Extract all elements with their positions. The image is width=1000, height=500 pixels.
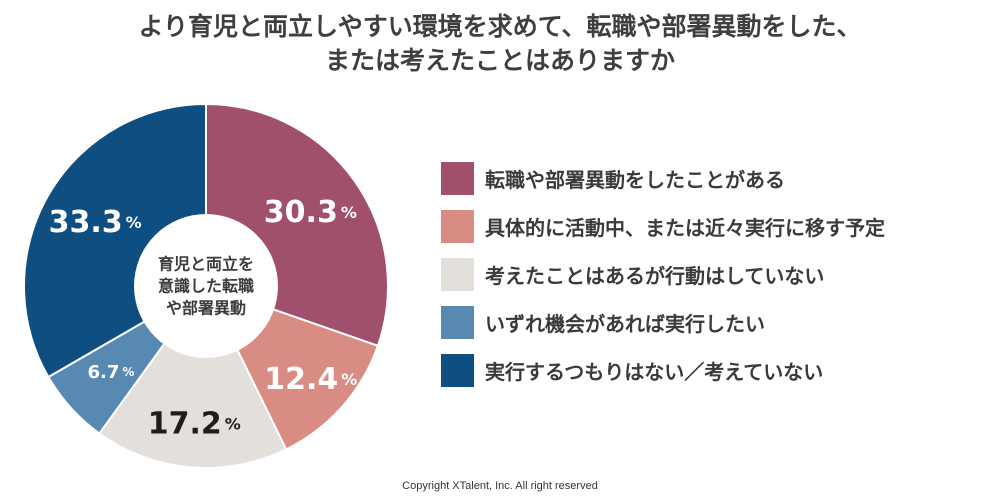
slice-value-label-5: 33.3% bbox=[49, 205, 142, 240]
legend-item-3: 考えたことはあるが行動はしていない bbox=[441, 258, 991, 291]
chart-title: より育児と両立しやすい環境を求めて、転職や部署異動をした、 または考えたことはあ… bbox=[0, 10, 1000, 78]
legend-swatch-4 bbox=[441, 306, 474, 339]
legend-swatch-1 bbox=[441, 162, 474, 195]
chart-title-line-1: より育児と両立しやすい環境を求めて、転職や部署異動をした、 bbox=[138, 12, 862, 41]
legend-swatch-3 bbox=[441, 258, 474, 291]
legend-label-5: 実行するつもりはない／考えていない bbox=[485, 360, 824, 384]
legend-swatch-5 bbox=[441, 354, 474, 387]
chart-title-line-2: または考えたことはありますか bbox=[324, 46, 675, 75]
legend-item-2: 具体的に活動中、または近々実行に移す予定 bbox=[441, 210, 991, 243]
donut-hole bbox=[134, 214, 278, 358]
pie-slice-3 bbox=[97, 284, 288, 469]
legend-label-2: 具体的に活動中、または近々実行に移す予定 bbox=[485, 216, 885, 240]
copyright-footer: Copyright XTalent, Inc. All right reserv… bbox=[402, 480, 598, 492]
legend-item-1: 転職や部署異動をしたことがある bbox=[441, 162, 991, 195]
slice-value-label-4: 6.7% bbox=[88, 361, 135, 382]
slice-value-label-2: 12.4% bbox=[264, 361, 357, 396]
center-label-line-3: や部署異動 bbox=[166, 299, 246, 318]
legend-label-3: 考えたことはあるが行動はしていない bbox=[485, 264, 825, 288]
slice-value-label-1: 30.3% bbox=[264, 194, 357, 229]
legend: 転職や部署異動をしたことがある具体的に活動中、または近々実行に移す予定 考えたこと… bbox=[441, 162, 991, 402]
legend-swatch-2 bbox=[441, 210, 474, 243]
center-label-line-2: 意識した転職 bbox=[158, 277, 254, 296]
legend-label-4: いずれ機会があれば実行したい bbox=[485, 312, 765, 336]
center-label-line-1: 育児と両立を bbox=[158, 255, 254, 274]
slice-value-label-3: 17.2% bbox=[148, 406, 241, 441]
legend-label-1: 転職や部署異動をしたことがある bbox=[485, 168, 785, 192]
legend-item-4: いずれ機会があれば実行したい bbox=[441, 306, 991, 339]
legend-item-5: 実行するつもりはない／考えていない bbox=[441, 354, 991, 387]
